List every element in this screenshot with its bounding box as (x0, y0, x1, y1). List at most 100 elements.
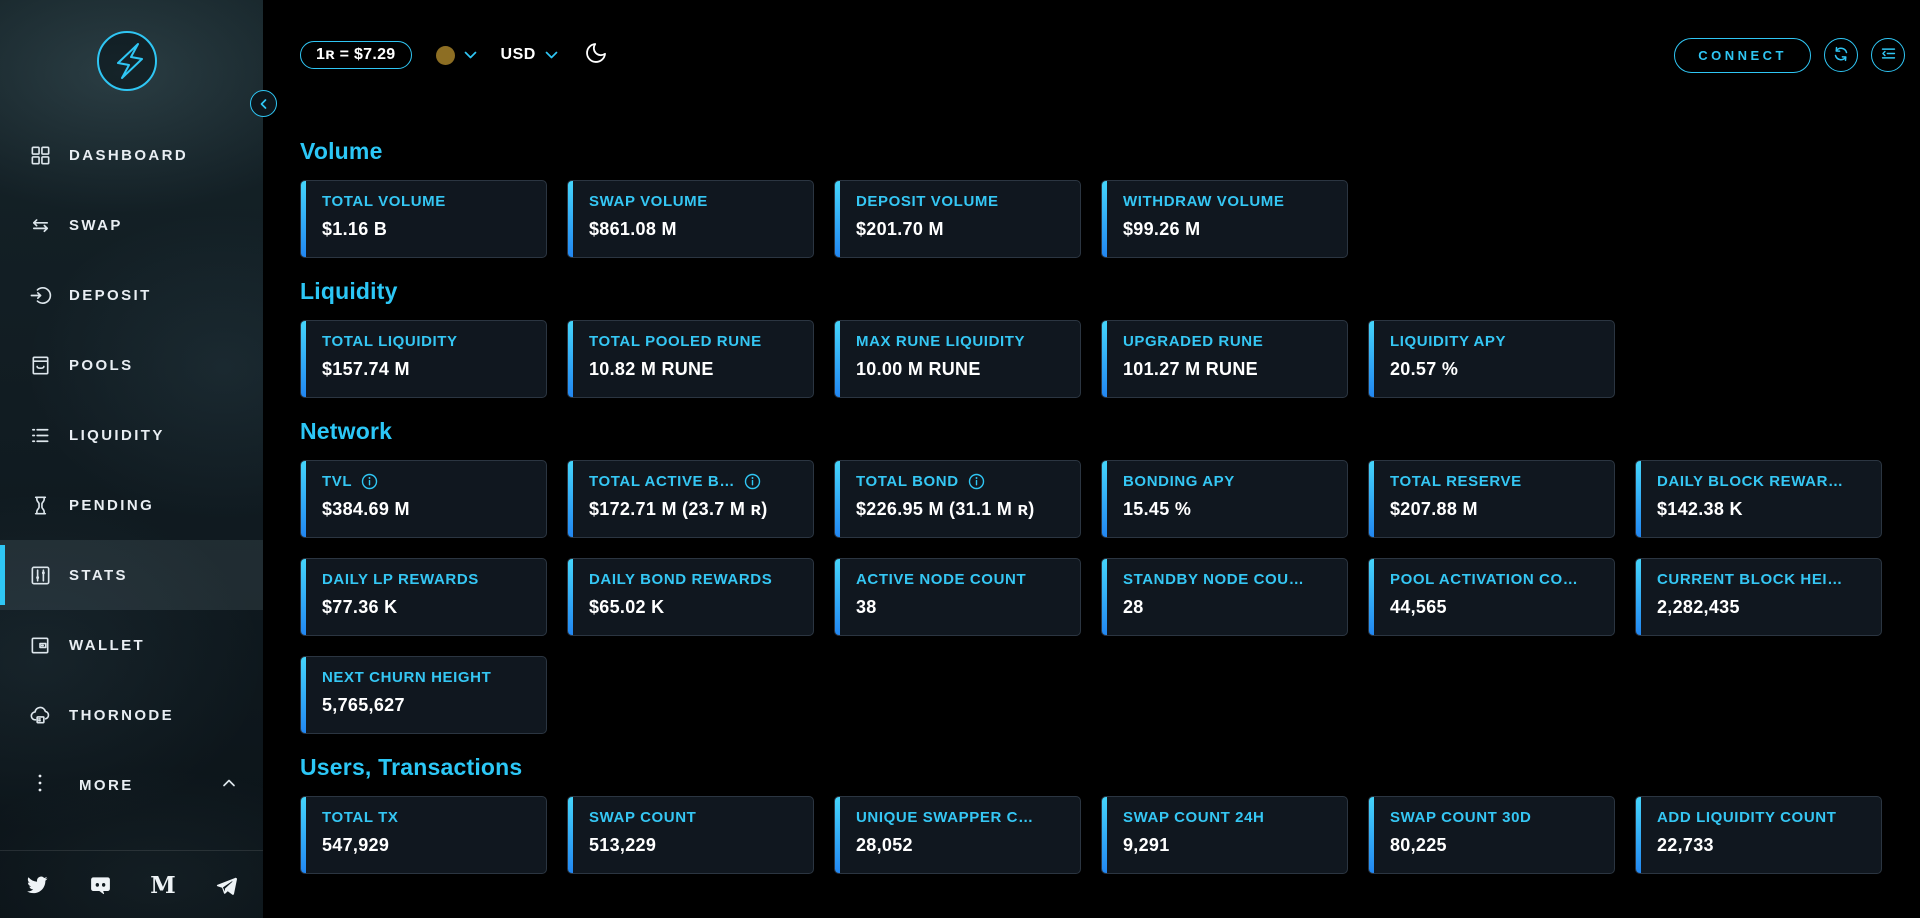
sidebar-item-pending[interactable]: PENDING (0, 470, 263, 540)
stat-card-value: 28,052 (856, 835, 913, 855)
stat-card-label-text: UPGRADED RUNE (1123, 333, 1264, 350)
refresh-button[interactable] (1824, 38, 1858, 72)
stat-card-label: DAILY BOND REWARDS (589, 571, 799, 588)
moon-icon (584, 41, 608, 70)
stat-card: DAILY BLOCK REWAR… $142.38 K (1635, 460, 1882, 538)
stat-card-value: $99.26 M (1123, 219, 1201, 239)
stat-card: TOTAL BOND $226.95 M (31.1 M ʀ) (834, 460, 1081, 538)
stat-card-value: 5,765,627 (322, 695, 405, 715)
section-title: Volume (300, 138, 383, 164)
stat-card-value: $861.08 M (589, 219, 677, 239)
theme-toggle[interactable] (584, 41, 608, 70)
rune-price-badge: 1ʀ = $7.29 (300, 41, 412, 69)
stat-card-value: 44,565 (1390, 597, 1447, 617)
stat-card-row: DAILY LP REWARDS $77.36 K DAILY BOND REWAR… (300, 558, 1920, 636)
info-icon[interactable] (968, 473, 985, 490)
stat-card-label-text: SWAP VOLUME (589, 193, 708, 210)
stat-card: STANDBY NODE COU… 28 (1101, 558, 1348, 636)
discord-icon[interactable] (87, 872, 113, 898)
sidebar-item-label: SWAP (69, 216, 123, 234)
stat-card-label-text: DEPOSIT VOLUME (856, 193, 999, 210)
stat-card-label-text: NEXT CHURN HEIGHT (322, 669, 492, 686)
stat-card-label-text: TOTAL POOLED RUNE (589, 333, 762, 350)
sidebar-item-deposit[interactable]: DEPOSIT (0, 260, 263, 330)
info-icon[interactable] (744, 473, 761, 490)
sidebar-item-label: DEPOSIT (69, 286, 152, 304)
twitter-icon[interactable] (24, 872, 50, 898)
stat-card-value: 101.27 M RUNE (1123, 359, 1258, 379)
section-title: Liquidity (300, 278, 398, 304)
stat-card-label-text: LIQUIDITY APY (1390, 333, 1507, 350)
sidebar-item-label: WALLET (69, 636, 146, 654)
chevron-down-icon (464, 51, 477, 60)
stat-card-label-text: ACTIVE NODE COUNT (856, 571, 1027, 588)
stat-card-value: $142.38 K (1657, 499, 1743, 519)
sidebar-item-dashboard[interactable]: DASHBOARD (0, 120, 263, 190)
stat-card-value: 22,733 (1657, 835, 1714, 855)
rune-price-text: 1ʀ = $7.29 (316, 46, 396, 63)
stat-card: BONDING APY 15.45 % (1101, 460, 1348, 538)
stat-card: DAILY BOND REWARDS $65.02 K (567, 558, 814, 636)
stat-card-label: TOTAL ACTIVE B… (589, 473, 799, 490)
sidebar-item-label: LIQUIDITY (69, 426, 165, 444)
stat-card: UNIQUE SWAPPER C… 28,052 (834, 796, 1081, 874)
connect-wallet-button[interactable]: CONNECT (1674, 37, 1811, 73)
stat-card-value: 513,229 (589, 835, 657, 855)
sidebar-item-stats[interactable]: STATS (0, 540, 263, 610)
stat-card-label: ADD LIQUIDITY COUNT (1657, 809, 1867, 826)
stat-card-label-text: WITHDRAW VOLUME (1123, 193, 1285, 210)
stat-card-value: 20.57 % (1390, 359, 1459, 379)
stat-card-value: 2,282,435 (1657, 597, 1740, 617)
stat-card: CURRENT BLOCK HEI… 2,282,435 (1635, 558, 1882, 636)
topbar-right: CONNECT (1674, 37, 1905, 73)
deposit-icon (28, 283, 52, 307)
sidebar-item-pools[interactable]: POOLS (0, 330, 263, 400)
stat-card-value: 10.00 M RUNE (856, 359, 981, 379)
stat-card-value: 80,225 (1390, 835, 1447, 855)
info-icon[interactable] (361, 473, 378, 490)
stat-card-value: $65.02 K (589, 597, 665, 617)
sidebar-item-liquidity[interactable]: LIQUIDITY (0, 400, 263, 470)
stat-card: NEXT CHURN HEIGHT 5,765,627 (300, 656, 547, 734)
currency-dropdown[interactable]: USD (501, 46, 558, 64)
gas-asset-dropdown[interactable] (435, 45, 477, 65)
stat-card-value: $207.88 M (1390, 499, 1478, 519)
stat-card-label-text: TOTAL VOLUME (322, 193, 446, 210)
stat-card: ADD LIQUIDITY COUNT 22,733 (1635, 796, 1882, 874)
stat-card-row: TVL $384.69 M TOTAL ACTIVE B… $172.71 M (… (300, 460, 1920, 538)
sidebar-item-label: MORE (79, 776, 134, 794)
stat-card: TVL $384.69 M (300, 460, 547, 538)
panel-toggle-button[interactable] (1871, 38, 1905, 72)
chevron-down-icon (545, 51, 558, 60)
dashboard-grid-icon (28, 143, 52, 167)
stat-card-label: WITHDRAW VOLUME (1123, 193, 1333, 210)
stat-card-label-text: TOTAL LIQUIDITY (322, 333, 458, 350)
telegram-icon[interactable] (213, 872, 239, 898)
wallet-icon (28, 633, 52, 657)
stat-card-value: $172.71 M (23.7 M ʀ) (589, 499, 768, 519)
sidebar-item-label: POOLS (69, 356, 134, 374)
sidebar-collapse-button[interactable] (250, 90, 277, 117)
sidebar-item-more[interactable]: MORE (0, 750, 263, 820)
stat-card-value: 15.45 % (1123, 499, 1192, 519)
stat-card-label: DAILY BLOCK REWAR… (1657, 473, 1867, 490)
stat-card-label-text: DAILY BLOCK REWAR… (1657, 473, 1844, 490)
topbar: 1ʀ = $7.29 USD (300, 37, 1920, 73)
stat-card-label-text: DAILY BOND REWARDS (589, 571, 773, 588)
currency-label: USD (500, 46, 536, 63)
stat-card-label: TOTAL RESERVE (1390, 473, 1600, 490)
stat-card-label: BONDING APY (1123, 473, 1333, 490)
medium-icon[interactable]: M (150, 871, 176, 899)
sidebar-item-swap[interactable]: SWAP (0, 190, 263, 260)
stat-card-value: $201.70 M (856, 219, 944, 239)
stat-card: SWAP COUNT 30D 80,225 (1368, 796, 1615, 874)
stat-card-value: $1.16 B (322, 219, 388, 239)
stats-sections: Volume TOTAL VOLUME $1.16 B SWAP VOLUME $861… (300, 138, 1920, 874)
liquidity-list-icon (28, 423, 52, 447)
stat-card: TOTAL LIQUIDITY $157.74 M (300, 320, 547, 398)
stat-card-label: UPGRADED RUNE (1123, 333, 1333, 350)
sidebar-item-thornode[interactable]: THORNODE (0, 680, 263, 750)
thorswap-logo[interactable] (96, 30, 158, 92)
sidebar-item-wallet[interactable]: WALLET (0, 610, 263, 680)
